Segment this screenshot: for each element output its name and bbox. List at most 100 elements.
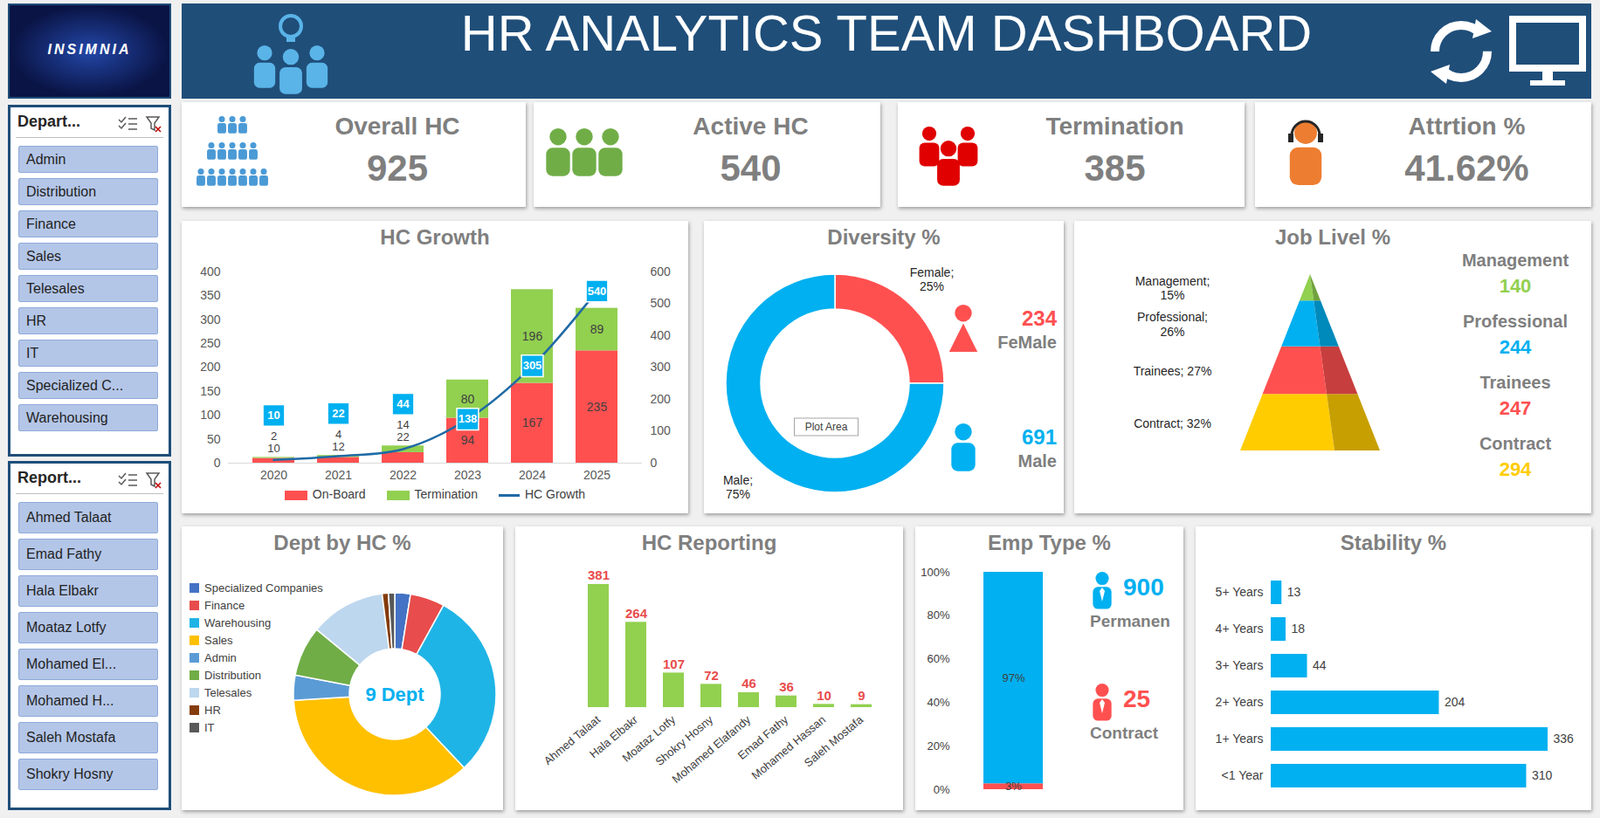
svg-text:22: 22 [331, 406, 345, 421]
svg-text:305: 305 [523, 358, 543, 373]
svg-text:Professional;26%: Professional;26% [1137, 310, 1208, 339]
svg-text:1+ Years: 1+ Years [1215, 731, 1264, 746]
svg-text:300: 300 [650, 359, 672, 374]
svg-text:10: 10 [816, 688, 832, 704]
svg-text:13: 13 [1287, 585, 1302, 600]
html-text:900: 900 [1123, 573, 1164, 601]
svg-text:2+ Years: 2+ Years [1215, 695, 1264, 710]
svg-text:10: 10 [267, 408, 280, 422]
html-text:25: 25 [1123, 685, 1151, 713]
svg-text:50: 50 [206, 432, 221, 447]
svg-text:Management;15%: Management;15% [1135, 274, 1211, 304]
svg-text:3+ Years: 3+ Years [1215, 658, 1264, 673]
svg-text:310: 310 [1531, 768, 1553, 783]
svg-text:196: 196 [522, 329, 544, 344]
svg-text:204: 204 [1444, 695, 1466, 710]
svg-text:80%: 80% [926, 608, 950, 622]
svg-text:3%: 3% [1005, 779, 1022, 794]
svg-text:9: 9 [857, 688, 865, 704]
svg-text:44: 44 [1312, 658, 1327, 673]
svg-text:2020: 2020 [260, 468, 288, 483]
svg-text:200: 200 [650, 392, 672, 407]
html-text:Diversity %: Diversity % [827, 225, 941, 249]
html-text:Active HC: Active HC [692, 112, 809, 140]
svg-text:80: 80 [461, 392, 476, 407]
svg-text:200: 200 [200, 359, 221, 374]
svg-text:264: 264 [625, 606, 649, 621]
svg-text:Moataz Lotfy: Moataz Lotfy [619, 713, 678, 765]
svg-text:18: 18 [1290, 621, 1305, 636]
svg-text:97%: 97% [1001, 671, 1025, 685]
html-text:Overall HC: Overall HC [334, 112, 460, 140]
svg-text:72: 72 [703, 668, 719, 683]
svg-text:100%: 100% [920, 565, 951, 580]
svg-text:Male;75%: Male;75% [723, 473, 753, 502]
svg-text:150: 150 [200, 384, 221, 399]
svg-text:Mohamed Elafandy: Mohamed Elafandy [669, 713, 753, 787]
html-text:Attrtion %: Attrtion % [1408, 112, 1526, 140]
html-text:540: 540 [720, 147, 782, 189]
svg-text:107: 107 [662, 656, 685, 672]
svg-text:0: 0 [650, 455, 658, 470]
html-text:41.62%: 41.62% [1404, 147, 1529, 189]
html-text:HR ANALYTICS TEAM DASHBOARD: HR ANALYTICS TEAM DASHBOARD [460, 4, 1312, 62]
html-text:234: 234 [1021, 306, 1057, 331]
svg-text:2023: 2023 [454, 468, 482, 483]
svg-text:Contract; 32%: Contract; 32% [1133, 416, 1212, 431]
svg-text:Hala Elbakr: Hala Elbakr [586, 713, 641, 761]
html-text:Termination: Termination [1045, 112, 1184, 140]
svg-text:0%: 0% [933, 783, 951, 797]
svg-text:20%: 20% [926, 739, 950, 753]
svg-text:Female;25%: Female;25% [910, 265, 955, 294]
svg-text:89: 89 [590, 322, 605, 337]
svg-text:4: 4 [335, 427, 342, 442]
svg-text:2022: 2022 [389, 468, 417, 483]
svg-text:5+ Years: 5+ Years [1215, 585, 1264, 600]
svg-text:36: 36 [779, 679, 794, 695]
svg-text:540: 540 [587, 284, 607, 298]
svg-text:400: 400 [200, 264, 221, 279]
svg-text:0: 0 [213, 455, 221, 470]
svg-text:Shokry Hosny: Shokry Hosny [652, 713, 716, 769]
svg-text:12: 12 [331, 440, 345, 454]
svg-text:14: 14 [396, 418, 409, 432]
html-text:691: 691 [1021, 425, 1057, 449]
svg-text:500: 500 [650, 296, 672, 311]
svg-text:100: 100 [650, 423, 672, 438]
svg-text:2025: 2025 [583, 468, 611, 483]
svg-text:381: 381 [587, 567, 610, 583]
svg-text:60%: 60% [926, 652, 950, 666]
html-text:925: 925 [366, 147, 428, 189]
svg-text:9 Dept: 9 Dept [365, 683, 425, 706]
svg-text:Ahmed Talaat: Ahmed Talaat [541, 713, 603, 768]
svg-text:Emad Fathy: Emad Fathy [735, 713, 791, 763]
svg-text:600: 600 [650, 264, 672, 279]
svg-text:167: 167 [522, 415, 544, 430]
svg-text:10: 10 [267, 441, 280, 456]
svg-text:40%: 40% [926, 696, 950, 710]
svg-text:300: 300 [200, 312, 221, 327]
svg-text:Plot Area: Plot Area [805, 420, 849, 434]
svg-text:336: 336 [1553, 731, 1575, 746]
svg-text:2021: 2021 [324, 468, 352, 483]
svg-text:46: 46 [741, 675, 757, 691]
svg-text:350: 350 [200, 288, 221, 303]
html-text:HC Growth: HC Growth [380, 225, 490, 249]
svg-text:235: 235 [586, 400, 608, 414]
html-text:Job Livel %: Job Livel % [1275, 225, 1391, 249]
svg-text:Mohamed Hassan: Mohamed Hassan [748, 713, 829, 783]
svg-text:400: 400 [650, 328, 672, 343]
svg-text:2: 2 [270, 429, 277, 443]
svg-text:<1 Year: <1 Year [1221, 768, 1264, 783]
svg-text:Saleh Mostafa: Saleh Mostafa [801, 712, 867, 770]
svg-text:250: 250 [200, 336, 221, 351]
svg-text:100: 100 [200, 407, 221, 422]
svg-text:94: 94 [461, 433, 476, 448]
html-text:385: 385 [1084, 147, 1146, 189]
svg-text:44: 44 [396, 397, 410, 411]
svg-text:22: 22 [396, 430, 409, 444]
svg-text:Trainees; 27%: Trainees; 27% [1133, 364, 1213, 379]
svg-text:138: 138 [458, 412, 478, 426]
svg-text:2024: 2024 [518, 468, 546, 483]
svg-text:4+ Years: 4+ Years [1215, 621, 1264, 636]
